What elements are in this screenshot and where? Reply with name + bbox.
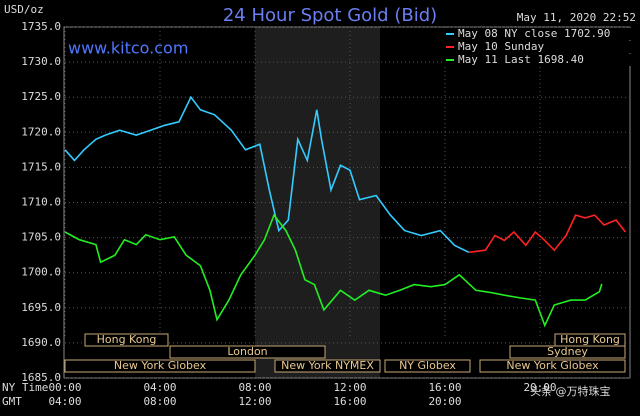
x-row-label: GMT [2, 395, 22, 408]
x-tick-label: 04:00 [143, 381, 176, 394]
y-tick-label: 1685.0 [21, 371, 61, 384]
session-label: Hong Kong [97, 333, 157, 346]
x-tick-label: 08:00 [238, 381, 271, 394]
y-tick-label: 1735.0 [21, 20, 61, 33]
watermark: 头条 @万特珠宝 [530, 384, 611, 398]
y-tick-label: 1715.0 [21, 160, 61, 173]
y-tick-label: 1710.0 [21, 196, 61, 209]
session-label: Sydney [547, 345, 588, 358]
session-box [84, 333, 169, 347]
legend-swatch [446, 59, 454, 61]
legend-bg [443, 28, 635, 40]
price-line [64, 213, 603, 328]
legend-label: May 11 Last 1698.40 [458, 53, 584, 66]
session-label: London [227, 345, 267, 358]
x-row-label: NY Time [2, 381, 48, 394]
y-tick-label: 1725.0 [21, 90, 61, 103]
session-box [274, 359, 381, 373]
price-line [468, 214, 627, 254]
site-label: www.kitco.com [68, 39, 188, 58]
x-tick-label: 16:00 [428, 381, 461, 394]
gmt-tick-label: 08:00 [143, 395, 176, 408]
y-tick-label: 1720.0 [21, 125, 61, 138]
session-label: New York Globex [506, 359, 599, 372]
legend-swatch [446, 46, 454, 48]
gmt-tick-label: 16:00 [333, 395, 366, 408]
session-label: NY Globex [399, 359, 456, 372]
y-tick-label: 1695.0 [21, 301, 61, 314]
y-tick-label: 1690.0 [21, 336, 61, 349]
session-label: New York Globex [114, 359, 207, 372]
gmt-tick-label: 20:00 [428, 395, 461, 408]
gmt-tick-label: 12:00 [238, 395, 271, 408]
session-label: Hong Kong [560, 333, 620, 346]
x-tick-label: 00:00 [48, 381, 81, 394]
y-tick-label: 1700.0 [21, 266, 61, 279]
legend-label: May 08 NY close 1702.90 [458, 27, 610, 40]
session-box [554, 333, 626, 347]
timestamp: May 11, 2020 22:52 [517, 11, 636, 24]
session-box [479, 359, 626, 373]
x-tick-label: 20:00 [523, 381, 556, 394]
legend-label: May 10 Sunday [458, 40, 544, 53]
y-tick-label: 1705.0 [21, 231, 61, 244]
session-box [169, 345, 326, 359]
chart-title: 24 Hour Spot Gold (Bid) [223, 5, 437, 26]
price-line [64, 95, 470, 254]
legend-swatch [446, 33, 454, 35]
unit-label: USD/oz [4, 3, 44, 16]
x-tick-label: 12:00 [333, 381, 366, 394]
legend-bg [443, 54, 635, 66]
legend-bg [443, 41, 635, 53]
session-box [384, 359, 471, 373]
gmt-tick-label: 04:00 [48, 395, 81, 408]
session-box [64, 359, 256, 373]
session-label: New York NYMEX [281, 359, 374, 372]
y-tick-label: 1730.0 [21, 55, 61, 68]
